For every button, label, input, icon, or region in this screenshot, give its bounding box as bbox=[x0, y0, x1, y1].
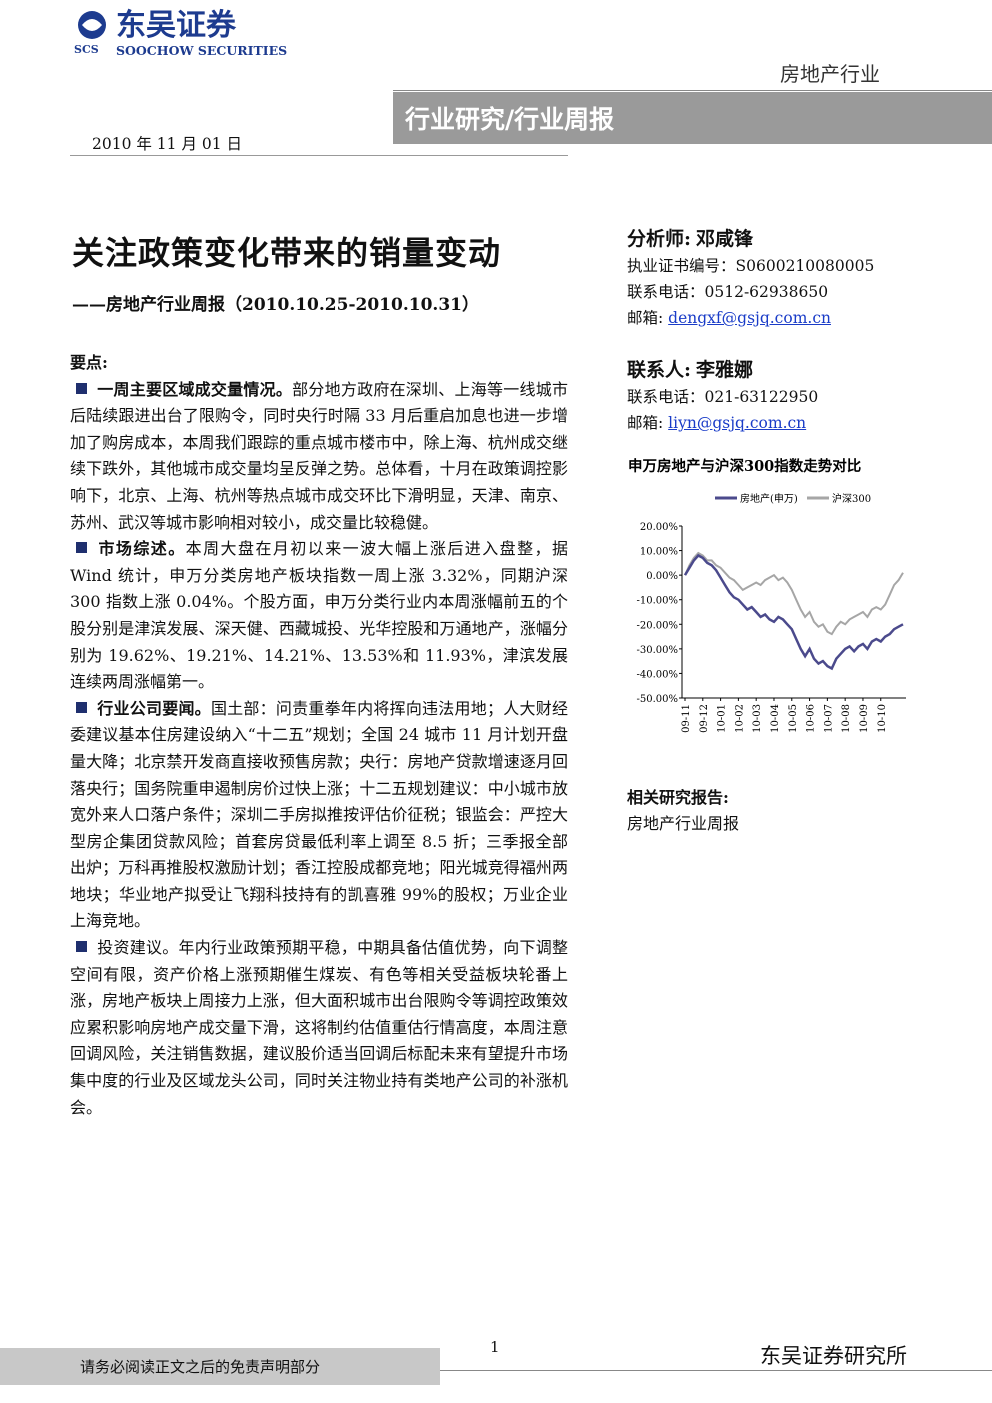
rule bbox=[393, 90, 992, 91]
logo-abbr: SCS bbox=[74, 43, 99, 56]
point-lead: 市场综述。 bbox=[97, 539, 186, 559]
legend-label: 房地产(申万) bbox=[740, 492, 798, 505]
footer-org: 东吴证券研究所 bbox=[760, 1344, 907, 1368]
contact: 联系人: 李雅娜 联系电话：021-63122950 邮箱: liyn@gsjq… bbox=[627, 357, 927, 436]
x-tick-label: 10-06 bbox=[806, 704, 817, 733]
industry: 房地产行业 bbox=[780, 62, 880, 86]
points: 一周主要区域成交量情况。部分地方政府在深圳、上海等一线城市后陆续跟进出台了限购令… bbox=[70, 377, 568, 1122]
logo-cn: 东吴证券 bbox=[116, 8, 237, 43]
banner-text: 行业研究/行业周报 bbox=[405, 105, 615, 134]
x-tick-label: 10-05 bbox=[788, 704, 799, 733]
related-list: 房地产行业周报 bbox=[627, 811, 739, 837]
key-points: 要点: 一周主要区域成交量情况。部分地方政府在深圳、上海等一线城市后陆续跟进出台… bbox=[70, 350, 568, 1121]
bullet bbox=[76, 701, 87, 713]
bullet bbox=[76, 941, 87, 953]
page-number: 1 bbox=[490, 1338, 500, 1356]
point-text: 国土部：问责重拳年内将挥向违法用地；人大财经委建议基本住房建设纳入“十二五”规划… bbox=[70, 698, 568, 931]
logo-en: SOOCHOW SECURITIES bbox=[116, 43, 287, 58]
y-tick-label: -30.00% bbox=[636, 645, 678, 656]
subtitle: ——房地产行业周报（2010.10.25-2010.10.31） bbox=[72, 295, 479, 315]
contact-phone: 联系电话：021-63122950 bbox=[627, 388, 819, 406]
chart-title: 申万房地产与沪深300指数走势对比 bbox=[628, 457, 861, 475]
bullet bbox=[76, 542, 87, 554]
y-tick-label: -40.00% bbox=[636, 669, 678, 680]
x-tick-label: 10-04 bbox=[770, 704, 781, 733]
email-link[interactable]: dengxf@gsjq.com.cn bbox=[668, 309, 831, 327]
x-tick-label: 09-11 bbox=[681, 704, 692, 733]
x-tick-label: 10-01 bbox=[717, 704, 728, 733]
point-lead: 投资建议。 bbox=[97, 938, 179, 958]
x-tick-label: 09-12 bbox=[699, 704, 710, 733]
series-line bbox=[684, 551, 904, 636]
email-label: 邮箱: bbox=[627, 414, 664, 432]
point: 投资建议。年内行业政策预期平稳，中期具备估值优势，向下调整空间有限，资产价格上涨… bbox=[70, 935, 568, 1121]
point-text: 本周大盘在月初以来一波大幅上涨后进入盘整，据 Wind 统计，申万分类房地产板块… bbox=[70, 539, 568, 692]
related-item: 房地产行业周报 bbox=[627, 814, 740, 833]
bullet bbox=[76, 382, 87, 394]
title: 关注政策变化带来的销量变动 bbox=[72, 234, 502, 272]
point: 行业公司要闻。国土部：问责重拳年内将挥向违法用地；人大财经委建议基本住房建设纳入… bbox=[70, 696, 568, 935]
legend-label: 沪深300 bbox=[832, 492, 871, 505]
point-lead: 行业公司要闻。 bbox=[97, 698, 211, 718]
y-tick-label: 0.00% bbox=[646, 571, 678, 582]
x-tick-label: 10-08 bbox=[841, 704, 852, 733]
point: 一周主要区域成交量情况。部分地方政府在深圳、上海等一线城市后陆续跟进出台了限购令… bbox=[70, 377, 568, 537]
y-tick-label: -50.00% bbox=[636, 694, 678, 705]
analyst-cert: 执业证书编号：S0600210080005 bbox=[627, 257, 875, 275]
y-tick-label: -10.00% bbox=[636, 596, 678, 607]
disclaimer: 请务必阅读正文之后的免责声明部分 bbox=[80, 1358, 321, 1376]
point-lead: 一周主要区域成交量情况。 bbox=[97, 379, 293, 399]
related: 相关研究报告: 房地产行业周报 bbox=[627, 785, 739, 837]
key-heading: 要点: bbox=[70, 353, 108, 372]
y-tick-label: -20.00% bbox=[636, 620, 678, 631]
contact-label: 联系人: bbox=[627, 359, 692, 381]
banner: 行业研究/行业周报 bbox=[393, 92, 992, 144]
analyst-name: 邓咸锋 bbox=[695, 228, 753, 250]
x-tick-label: 10-02 bbox=[734, 704, 745, 733]
x-tick-label: 10-07 bbox=[823, 704, 834, 733]
related-label: 相关研究报告: bbox=[627, 788, 729, 807]
email-label: 邮箱: bbox=[627, 309, 664, 327]
point: 市场综述。本周大盘在月初以来一波大幅上涨后进入盘整，据 Wind 统计，申万分类… bbox=[70, 536, 568, 696]
disclaimer-bar: 请务必阅读正文之后的免责声明部分 bbox=[0, 1348, 440, 1385]
chart: 申万房地产与沪深300指数走势对比 房地产(申万) 沪深300 20.00% 10.0… bbox=[628, 457, 906, 733]
point-text: 年内行业政策预期平稳，中期具备估值优势，向下调整空间有限，资产价格上涨预期催生煤… bbox=[70, 938, 568, 1117]
analyst: 分析师: 邓咸锋 执业证书编号：S0600210080005 联系电话：0512… bbox=[627, 226, 927, 331]
point-text: 部分地方政府在深圳、上海等一线城市后陆续跟进出台了限购令，同时央行时隔 33 月… bbox=[70, 379, 568, 532]
rule bbox=[440, 1370, 992, 1371]
x-tick-label: 10-10 bbox=[877, 704, 888, 733]
x-tick-label: 10-03 bbox=[752, 704, 763, 733]
series-line bbox=[683, 553, 904, 671]
rule bbox=[70, 155, 568, 156]
y-tick-label: 10.00% bbox=[640, 547, 678, 558]
email-link[interactable]: liyn@gsjq.com.cn bbox=[668, 414, 807, 432]
analyst-phone: 联系电话：0512-62938650 bbox=[627, 283, 829, 301]
contact-name: 李雅娜 bbox=[695, 359, 753, 381]
analyst-label: 分析师: bbox=[627, 228, 692, 250]
x-tick-label: 10-09 bbox=[859, 704, 870, 733]
logo-graphic: SCS 东吴证券 SOOCHOW SECURITIES bbox=[70, 7, 298, 59]
y-tick-label: 20.00% bbox=[640, 522, 678, 533]
date: 2010 年 11 月 01 日 bbox=[92, 135, 243, 153]
logo: SCS 东吴证券 SOOCHOW SECURITIES bbox=[70, 5, 298, 61]
